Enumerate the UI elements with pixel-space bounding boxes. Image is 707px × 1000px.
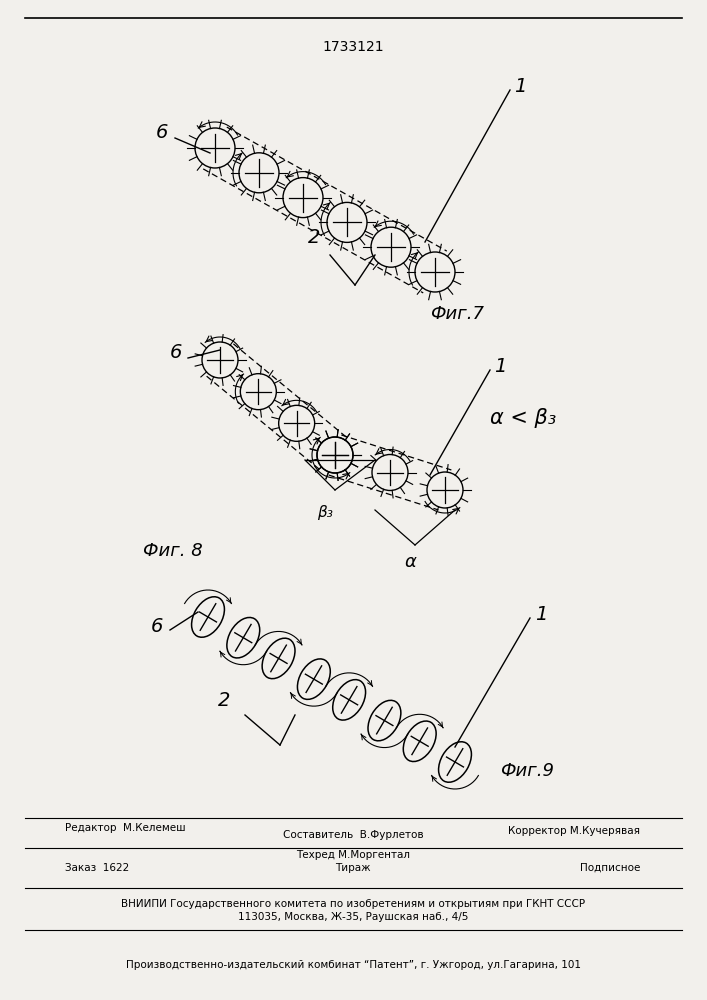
Text: 1: 1 — [494, 358, 506, 376]
Text: 2: 2 — [308, 228, 320, 247]
Text: 1733121: 1733121 — [322, 40, 384, 54]
Text: Тираж: Тираж — [335, 863, 370, 873]
Text: Подписное: Подписное — [580, 863, 640, 873]
Text: Фиг.9: Фиг.9 — [500, 762, 554, 780]
Text: α: α — [404, 553, 416, 571]
Text: Фиг.7: Фиг.7 — [430, 305, 484, 323]
Text: Редактор  М.Келемеш: Редактор М.Келемеш — [65, 823, 186, 833]
Text: β₃: β₃ — [317, 505, 333, 520]
Text: 6: 6 — [151, 617, 163, 637]
Text: 1: 1 — [535, 605, 547, 624]
Text: 6: 6 — [170, 344, 182, 362]
Text: α < β₃: α < β₃ — [490, 408, 556, 428]
Text: Производственно-издательский комбинат “Патент”, г. Ужгород, ул.Гагарина, 101: Производственно-издательский комбинат “П… — [126, 960, 580, 970]
Text: ВНИИПИ Государственного комитета по изобретениям и открытиям при ГКНТ СССР: ВНИИПИ Государственного комитета по изоб… — [121, 899, 585, 909]
Text: Составитель  В.Фурлетов: Составитель В.Фурлетов — [283, 830, 423, 840]
Text: 1: 1 — [514, 78, 527, 97]
Text: Фиг. 8: Фиг. 8 — [143, 542, 203, 560]
Text: 113035, Москва, Ж-35, Раушская наб., 4/5: 113035, Москва, Ж-35, Раушская наб., 4/5 — [238, 912, 468, 922]
Text: Заказ  1622: Заказ 1622 — [65, 863, 129, 873]
Text: Техред М.Моргентал: Техред М.Моргентал — [296, 850, 410, 860]
Text: Корректор М.Кучерявая: Корректор М.Кучерявая — [508, 826, 640, 836]
Text: 2: 2 — [218, 691, 230, 710]
Text: 6: 6 — [156, 123, 168, 142]
